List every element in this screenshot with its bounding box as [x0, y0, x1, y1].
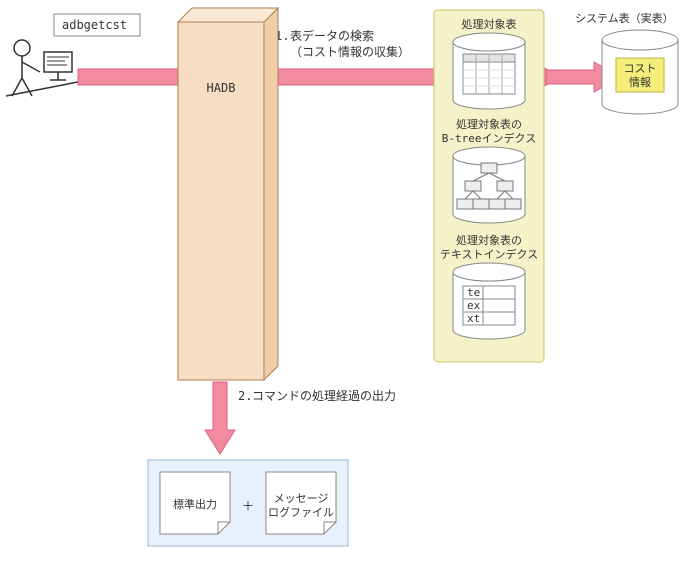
svg-text:表データの検索: 表データの検索	[290, 28, 374, 43]
hadb-label: HADB	[207, 81, 236, 95]
output-box: 標準出力 ＋ メッセージログファイル	[148, 460, 348, 546]
svg-text:2.: 2.	[238, 389, 252, 403]
arrow-step2: 2.コマンドの処理経過の出力	[205, 382, 396, 454]
svg-text:情報: 情報	[629, 76, 651, 89]
command-label: adbgetcst	[62, 18, 127, 32]
svg-text:処理対象表: 処理対象表	[462, 17, 517, 31]
hadb-box: HADB	[178, 8, 278, 380]
system-table: システム表（実表） コスト情報	[575, 11, 678, 114]
stdout-label: 標準出力	[173, 497, 217, 511]
svg-text:システム表（実表）: システム表（実表）	[575, 11, 674, 25]
plus-sign: ＋	[242, 499, 254, 513]
command-box: adbgetcst	[54, 14, 140, 36]
svg-text:（コスト情報の収集）: （コスト情報の収集）	[290, 44, 410, 59]
svg-text:処理対象表の: 処理対象表の	[456, 233, 522, 247]
msglog-line1: メッセージ	[274, 492, 329, 505]
target-group: 処理対象表処理対象表のB-treeインデクス処理対象表のテキストインデクスtee…	[434, 10, 544, 362]
step1-label: 1.表データの検索（コスト情報の収集）	[275, 28, 410, 59]
svg-text:テキストインデクス: テキストインデクス	[440, 247, 538, 261]
svg-text:te: te	[467, 286, 480, 299]
svg-text:ex: ex	[467, 299, 481, 312]
svg-text:コスト: コスト	[624, 62, 657, 75]
msglog-line2: ログファイル	[268, 505, 334, 519]
svg-text:B-treeインデクス: B-treeインデクス	[442, 131, 536, 145]
svg-text:コマンドの処理経過の出力: コマンドの処理経過の出力	[252, 389, 396, 403]
svg-text:処理対象表の: 処理対象表の	[456, 117, 522, 131]
svg-text:xt: xt	[467, 312, 480, 325]
user-icon	[6, 40, 78, 96]
